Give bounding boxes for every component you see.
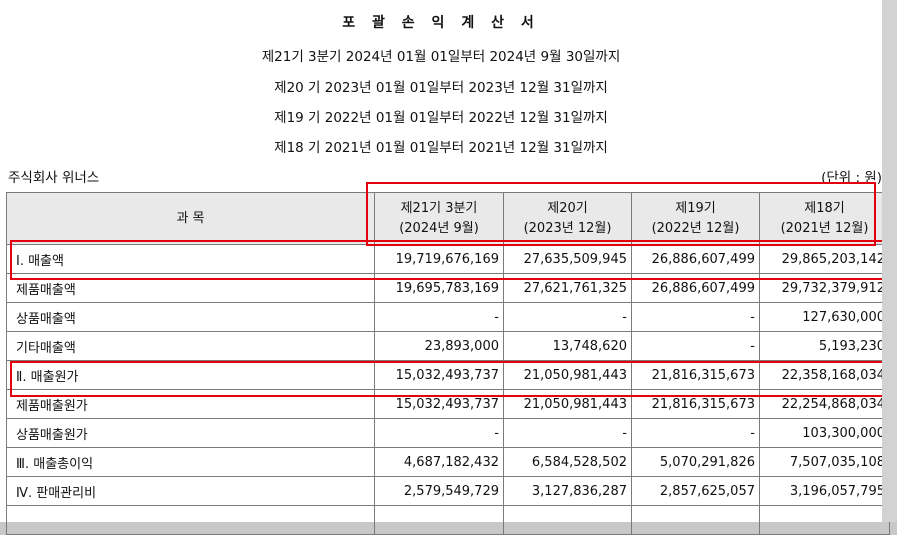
- document-title: 포 괄 손 익 계 산 서: [342, 15, 540, 31]
- cell-value: 127,630,000: [759, 302, 890, 332]
- header-col-20-line2: (2023년 12월): [523, 220, 612, 236]
- header-item: 과 목: [6, 192, 375, 245]
- cell-value: -: [631, 418, 760, 448]
- cell-value: 19,695,783,169: [374, 273, 504, 303]
- cell-value: -: [631, 331, 760, 361]
- table-row: Ⅰ. 매출액 19,719,676,169 27,635,509,945 26,…: [6, 244, 890, 274]
- cell-value: 22,358,168,034: [759, 360, 890, 390]
- vertical-scrollbar[interactable]: [882, 0, 897, 522]
- cell-value: 21,050,981,443: [503, 389, 632, 419]
- cell-value: 13,748,620: [503, 331, 632, 361]
- row-label: [6, 505, 375, 535]
- cell-value: 26,886,607,499: [631, 273, 760, 303]
- cell-value: [759, 505, 890, 535]
- cell-value: 7,507,035,108: [759, 447, 890, 477]
- table-header-row: 과 목 제21기 3분기 (2024년 9월) 제20기 (2023년 12월)…: [6, 192, 890, 245]
- period-line-21: 제21기 3분기 2024년 01월 01일부터 2024년 9월 30일까지: [261, 49, 621, 65]
- company-name: 주식회사 위너스: [8, 170, 100, 186]
- income-statement-table: 과 목 제21기 3분기 (2024년 9월) 제20기 (2023년 12월)…: [6, 192, 890, 535]
- row-label: 상품매출원가: [6, 418, 375, 448]
- period-line-18: 제18 기 2021년 01월 01일부터 2021년 12월 31일까지: [274, 140, 608, 156]
- cell-value: 29,865,203,142: [759, 244, 890, 274]
- cell-value: 21,816,315,673: [631, 360, 760, 390]
- header-col-21-line2: (2024년 9월): [399, 220, 479, 236]
- row-label: 기타매출액: [6, 331, 375, 361]
- table-row: 상품매출액 - - - 127,630,000: [6, 302, 890, 332]
- cell-value: -: [631, 302, 760, 332]
- header-col-18: 제18기 (2021년 12월): [759, 192, 890, 245]
- cell-value: 6,584,528,502: [503, 447, 632, 477]
- table-row: 상품매출원가 - - - 103,300,000: [6, 418, 890, 448]
- header-col-21: 제21기 3분기 (2024년 9월): [374, 192, 504, 245]
- table-row: 제품매출원가 15,032,493,737 21,050,981,443 21,…: [6, 389, 890, 419]
- cell-value: 2,579,549,729: [374, 476, 504, 506]
- cell-value: 15,032,493,737: [374, 389, 504, 419]
- row-label: Ⅲ. 매출총이익: [6, 447, 375, 477]
- cell-value: -: [503, 302, 632, 332]
- header-col-19: 제19기 (2022년 12월): [631, 192, 760, 245]
- row-label: Ⅱ. 매출원가: [6, 360, 375, 390]
- cell-value: -: [374, 302, 504, 332]
- header-col-19-line2: (2022년 12월): [651, 220, 740, 236]
- table-row: 제품매출액 19,695,783,169 27,621,761,325 26,8…: [6, 273, 890, 303]
- row-label: 상품매출액: [6, 302, 375, 332]
- unit-label: (단위 : 원): [821, 170, 882, 186]
- cell-value: 26,886,607,499: [631, 244, 760, 274]
- row-label: 제품매출원가: [6, 389, 375, 419]
- row-label: 제품매출액: [6, 273, 375, 303]
- header-col-21-line1: 제21기 3분기: [400, 200, 478, 216]
- row-label: Ⅰ. 매출액: [6, 244, 375, 274]
- header-col-20: 제20기 (2023년 12월): [503, 192, 632, 245]
- cell-value: 27,621,761,325: [503, 273, 632, 303]
- table-row: Ⅳ. 판매관리비 2,579,549,729 3,127,836,287 2,8…: [6, 476, 890, 506]
- cell-value: 21,050,981,443: [503, 360, 632, 390]
- cell-value: 3,196,057,795: [759, 476, 890, 506]
- table-row: 기타매출액 23,893,000 13,748,620 - 5,193,230: [6, 331, 890, 361]
- cell-value: 103,300,000: [759, 418, 890, 448]
- cell-value: -: [503, 418, 632, 448]
- cell-value: 4,687,182,432: [374, 447, 504, 477]
- header-col-20-line1: 제20기: [547, 200, 588, 216]
- cell-value: 29,732,379,912: [759, 273, 890, 303]
- cell-value: 5,070,291,826: [631, 447, 760, 477]
- cell-value: -: [374, 418, 504, 448]
- period-line-19: 제19 기 2022년 01월 01일부터 2022년 12월 31일까지: [274, 110, 608, 126]
- cell-value: 21,816,315,673: [631, 389, 760, 419]
- period-line-20: 제20 기 2023년 01월 01일부터 2023년 12월 31일까지: [274, 80, 608, 96]
- row-label: Ⅳ. 판매관리비: [6, 476, 375, 506]
- cell-value: 2,857,625,057: [631, 476, 760, 506]
- cell-value: 19,719,676,169: [374, 244, 504, 274]
- table-row: Ⅱ. 매출원가 15,032,493,737 21,050,981,443 21…: [6, 360, 890, 390]
- header-col-18-line1: 제18기: [804, 200, 845, 216]
- cell-value: 3,127,836,287: [503, 476, 632, 506]
- cell-value: [374, 505, 504, 535]
- table-row: Ⅲ. 매출총이익 4,687,182,432 6,584,528,502 5,0…: [6, 447, 890, 477]
- cell-value: 22,254,868,034: [759, 389, 890, 419]
- cell-value: 5,193,230: [759, 331, 890, 361]
- cell-value: 27,635,509,945: [503, 244, 632, 274]
- cell-value: [631, 505, 760, 535]
- table-row: [6, 505, 890, 535]
- cell-value: [503, 505, 632, 535]
- cell-value: 23,893,000: [374, 331, 504, 361]
- cell-value: 15,032,493,737: [374, 360, 504, 390]
- header-col-19-line1: 제19기: [675, 200, 716, 216]
- header-col-18-line2: (2021년 12월): [780, 220, 869, 236]
